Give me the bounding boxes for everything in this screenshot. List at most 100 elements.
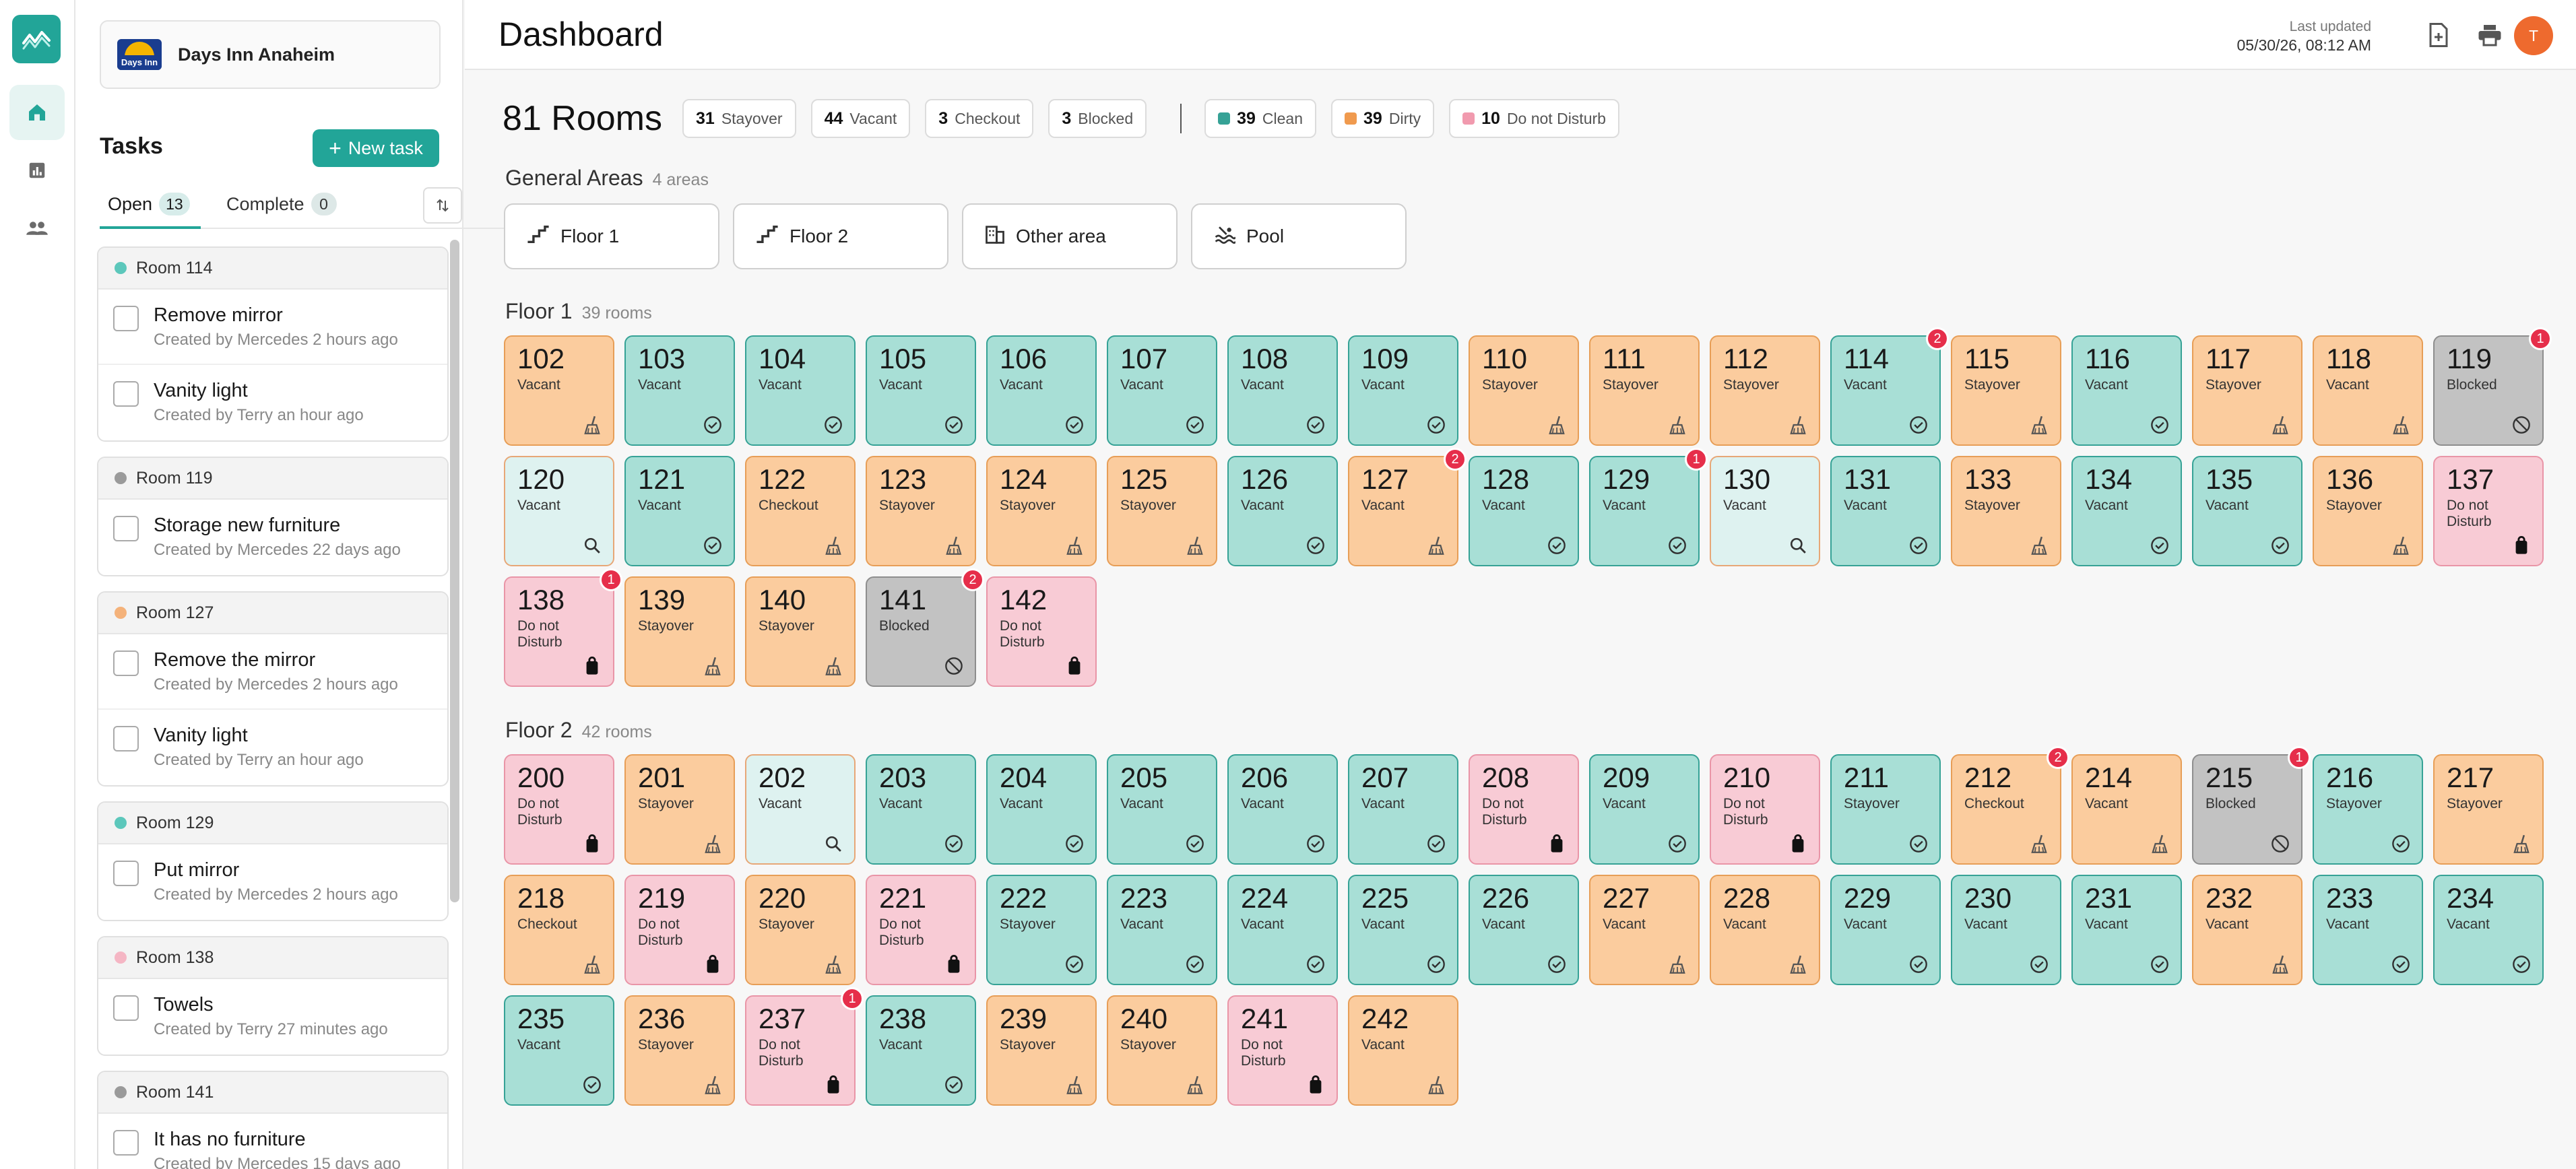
room-card[interactable]: 238 Vacant — [866, 995, 976, 1106]
room-card[interactable]: 120 Vacant — [504, 456, 614, 566]
task-item[interactable]: Remove mirror Created by Mercedes 2 hours… — [98, 290, 447, 365]
room-card[interactable]: 138 Do not Disturb 1 — [504, 568, 622, 687]
general-area-button[interactable]: Other area — [962, 203, 1178, 269]
room-card[interactable]: 222 Stayover — [986, 875, 1097, 985]
nav-home[interactable] — [9, 85, 65, 140]
task-checkbox[interactable] — [113, 306, 139, 331]
room-card[interactable]: 205 Vacant — [1107, 754, 1217, 865]
room-card[interactable]: 115 Stayover — [1951, 335, 2061, 446]
nav-users[interactable] — [9, 201, 65, 256]
task-group-header[interactable]: Room 129 — [98, 803, 447, 844]
general-area-button[interactable]: Floor 1 — [504, 203, 719, 269]
room-card[interactable]: 239 Stayover — [986, 995, 1097, 1106]
room-card[interactable]: 128 Vacant — [1469, 456, 1579, 566]
room-card[interactable]: 103 Vacant — [624, 335, 735, 446]
room-card[interactable]: 209 Vacant — [1589, 754, 1700, 865]
status-chip[interactable]: 3 Blocked — [1048, 99, 1147, 138]
room-card[interactable]: 121 Vacant — [624, 456, 735, 566]
room-card[interactable]: 114 Vacant 2 — [1830, 327, 1949, 446]
tab-open[interactable]: Open 13 — [108, 193, 190, 215]
room-card[interactable]: 117 Stayover — [2192, 335, 2303, 446]
task-item[interactable]: Storage new furniture Created by Mercedes… — [98, 500, 447, 575]
task-item[interactable]: Vanity light Created by Terry an hour ago — [98, 365, 447, 440]
status-chip[interactable]: 31 Stayover — [682, 99, 796, 138]
room-card[interactable]: 106 Vacant — [986, 335, 1097, 446]
room-card[interactable]: 110 Stayover — [1469, 335, 1579, 446]
room-card[interactable]: 204 Vacant — [986, 754, 1097, 865]
task-checkbox[interactable] — [113, 995, 139, 1021]
room-card[interactable]: 140 Stayover — [745, 576, 856, 687]
room-card[interactable]: 116 Vacant — [2071, 335, 2182, 446]
status-chip[interactable]: 44 Vacant — [810, 99, 911, 138]
clean-chip[interactable]: 10 Do not Disturb — [1449, 99, 1619, 138]
room-card[interactable]: 139 Stayover — [624, 576, 735, 687]
room-card[interactable]: 229 Vacant — [1830, 875, 1941, 985]
hotel-selector[interactable]: Days Inn Days Inn Anaheim — [100, 20, 441, 89]
room-card[interactable]: 216 Stayover — [2313, 754, 2423, 865]
general-area-button[interactable]: Pool — [1191, 203, 1407, 269]
task-item[interactable]: It has no furniture Created by Mercedes 1… — [98, 1114, 447, 1169]
tab-complete[interactable]: Complete 0 — [226, 193, 337, 215]
room-card[interactable]: 240 Stayover — [1107, 995, 1217, 1106]
task-checkbox[interactable] — [113, 726, 139, 752]
room-card[interactable]: 125 Stayover — [1107, 456, 1217, 566]
room-card[interactable]: 127 Vacant 2 — [1348, 448, 1467, 566]
room-card[interactable]: 108 Vacant — [1227, 335, 1338, 446]
room-card[interactable]: 234 Vacant — [2433, 875, 2544, 985]
new-task-button[interactable]: + New task — [313, 129, 439, 167]
room-card[interactable]: 109 Vacant — [1348, 335, 1458, 446]
room-card[interactable]: 221 Do not Disturb — [866, 875, 976, 985]
room-card[interactable]: 134 Vacant — [2071, 456, 2182, 566]
app-logo[interactable] — [12, 15, 61, 63]
task-checkbox[interactable] — [113, 861, 139, 886]
status-chip[interactable]: 3 Checkout — [925, 99, 1034, 138]
room-card[interactable]: 223 Vacant — [1107, 875, 1217, 985]
room-card[interactable]: 233 Vacant — [2313, 875, 2423, 985]
task-group-header[interactable]: Room 127 — [98, 593, 447, 634]
room-card[interactable]: 218 Checkout — [504, 875, 614, 985]
room-card[interactable]: 242 Vacant — [1348, 995, 1458, 1106]
task-item[interactable]: Towels Created by Terry 27 minutes ago — [98, 979, 447, 1055]
room-card[interactable]: 231 Vacant — [2071, 875, 2182, 985]
print-button[interactable] — [2475, 20, 2505, 50]
general-area-button[interactable]: Floor 2 — [733, 203, 948, 269]
room-card[interactable]: 119 Blocked 1 — [2433, 327, 2552, 446]
room-card[interactable]: 105 Vacant — [866, 335, 976, 446]
room-card[interactable]: 202 Vacant — [745, 754, 856, 865]
task-list-scrollbar[interactable] — [450, 240, 459, 902]
room-card[interactable]: 111 Stayover — [1589, 335, 1700, 446]
room-card[interactable]: 232 Vacant — [2192, 875, 2303, 985]
task-item[interactable]: Remove the mirror Created by Mercedes 2 h… — [98, 634, 447, 710]
room-card[interactable]: 241 Do not Disturb — [1227, 995, 1338, 1106]
room-card[interactable]: 122 Checkout — [745, 456, 856, 566]
task-item[interactable]: Vanity light Created by Terry an hour ago — [98, 710, 447, 785]
room-card[interactable]: 235 Vacant — [504, 995, 614, 1106]
room-card[interactable]: 137 Do not Disturb — [2433, 456, 2544, 566]
task-checkbox[interactable] — [113, 650, 139, 676]
clean-chip[interactable]: 39 Dirty — [1331, 99, 1435, 138]
room-card[interactable]: 210 Do not Disturb — [1710, 754, 1820, 865]
room-card[interactable]: 214 Vacant — [2071, 754, 2182, 865]
room-card[interactable]: 141 Blocked 2 — [866, 568, 984, 687]
room-card[interactable]: 230 Vacant — [1951, 875, 2061, 985]
user-avatar[interactable]: T — [2514, 16, 2553, 55]
task-checkbox[interactable] — [113, 381, 139, 407]
room-card[interactable]: 131 Vacant — [1830, 456, 1941, 566]
room-card[interactable]: 228 Vacant — [1710, 875, 1820, 985]
nav-reports[interactable] — [9, 143, 65, 198]
clean-chip[interactable]: 39 Clean — [1204, 99, 1317, 138]
room-card[interactable]: 133 Stayover — [1951, 456, 2061, 566]
task-checkbox[interactable] — [113, 516, 139, 541]
room-card[interactable]: 129 Vacant 1 — [1589, 448, 1708, 566]
room-card[interactable]: 211 Stayover — [1830, 754, 1941, 865]
room-card[interactable]: 226 Vacant — [1469, 875, 1579, 985]
room-card[interactable]: 206 Vacant — [1227, 754, 1338, 865]
room-card[interactable]: 227 Vacant — [1589, 875, 1700, 985]
task-group-header[interactable]: Room 138 — [98, 937, 447, 979]
sort-button[interactable] — [423, 187, 462, 224]
room-card[interactable]: 203 Vacant — [866, 754, 976, 865]
room-card[interactable]: 200 Do not Disturb — [504, 754, 614, 865]
task-group-header[interactable]: Room 114 — [98, 248, 447, 290]
room-card[interactable]: 215 Blocked 1 — [2192, 746, 2311, 865]
room-card[interactable]: 124 Stayover — [986, 456, 1097, 566]
